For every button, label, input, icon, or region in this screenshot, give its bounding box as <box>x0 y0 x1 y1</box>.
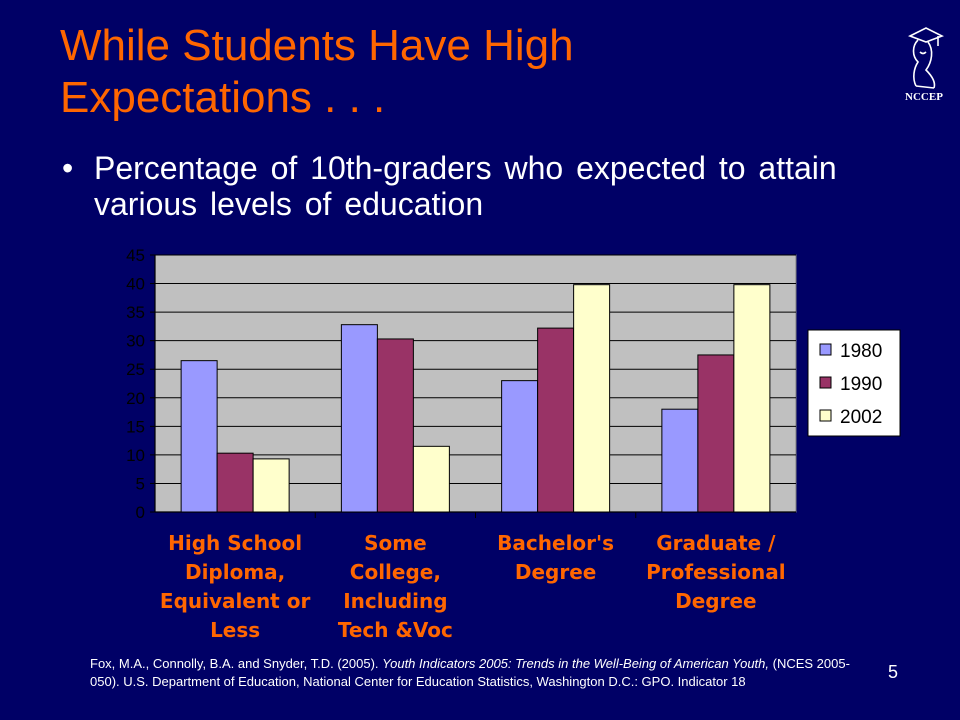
bar-1980 <box>501 380 539 513</box>
title-line-1: While Students Have High <box>60 21 574 70</box>
legend-swatch-1990 <box>819 376 832 389</box>
category-label: Some <box>364 531 427 555</box>
citation-publisher: (NCES 2005-050). U.S. Department of Educ… <box>90 656 850 689</box>
y-tick-label: 40 <box>126 275 145 294</box>
legend-label-1990: 1990 <box>840 374 882 395</box>
category-label: Degree <box>675 589 756 613</box>
y-tick-label: 15 <box>126 417 145 436</box>
category-label: Less <box>210 618 260 642</box>
y-tick-label: 10 <box>126 446 145 465</box>
legend-swatch-2002 <box>819 409 832 422</box>
category-label: Bachelor's <box>497 531 614 555</box>
category-label: Diploma, <box>185 560 285 584</box>
citation-authors: Fox, M.A., Connolly, B.A. and Snyder, T.… <box>90 656 383 671</box>
logo-text: NCCEP <box>905 91 943 103</box>
bar-2002 <box>412 445 450 513</box>
bar-1980 <box>661 408 699 513</box>
graduate-figure-icon <box>908 27 944 89</box>
bar-1990 <box>216 452 254 513</box>
category-label: Tech &Voc <box>338 618 453 642</box>
legend-label-1980: 1980 <box>840 341 882 362</box>
bar-2002 <box>733 284 771 513</box>
category-label: College, <box>350 560 441 584</box>
bar-1980 <box>340 324 378 513</box>
bullet-dot: • <box>62 150 74 186</box>
title-line-2: Expectations . . . <box>60 73 386 122</box>
category-label: Graduate / <box>656 531 776 555</box>
bar-1990 <box>537 327 575 513</box>
category-label: High School <box>168 531 302 555</box>
bar-2002 <box>573 284 611 513</box>
legend-swatch-1980 <box>819 343 832 356</box>
category-label: Including <box>343 589 447 613</box>
y-tick-label: 30 <box>126 332 145 351</box>
bar-1980 <box>180 360 218 513</box>
category-label: Equivalent or <box>160 589 311 613</box>
y-tick-label: 20 <box>126 389 145 408</box>
bar-2002 <box>252 458 290 513</box>
y-tick-label: 0 <box>136 503 145 522</box>
bullet-text: Percentage of 10th-graders who expected … <box>94 150 837 222</box>
page-number: 5 <box>888 662 899 682</box>
y-tick-label: 5 <box>136 474 145 493</box>
bar-1990 <box>376 338 414 513</box>
y-tick-label: 45 <box>126 246 145 265</box>
citation-title: Youth Indicators 2005: Trends in the Wel… <box>382 656 770 671</box>
education-expectations-chart: 0 5 10 15 20 25 30 35 40 45 High School Diploma, Equ… <box>126 246 901 642</box>
y-tick-label: 25 <box>126 360 145 379</box>
y-tick-label: 35 <box>126 303 145 322</box>
legend-label-2002: 2002 <box>840 407 882 428</box>
citation: Fox, M.A., Connolly, B.A. and Snyder, T.… <box>90 655 860 691</box>
category-label: Degree <box>515 560 596 584</box>
slide-title: While Students Have High Expectations . … <box>60 20 840 124</box>
category-label: Professional <box>646 560 786 584</box>
nccep-logo: NCCEP <box>905 27 944 103</box>
bar-1990 <box>697 354 735 513</box>
bullet-item: • Percentage of 10th-graders who expecte… <box>62 150 842 222</box>
